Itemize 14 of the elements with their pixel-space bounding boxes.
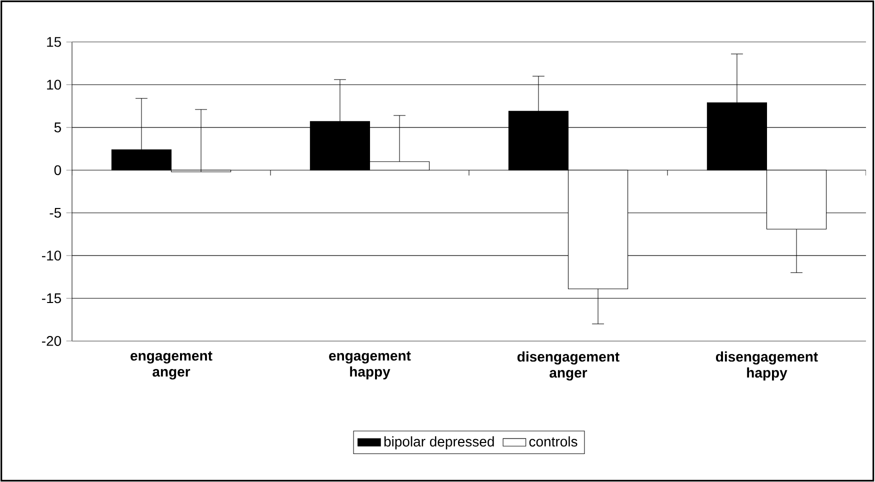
legend-label: bipolar depressed: [384, 436, 494, 450]
y-tick-label: 0: [54, 165, 62, 176]
legend-label: controls: [529, 436, 578, 447]
y-tick-label: 5: [54, 122, 62, 132]
x-tick-label: engagement anger: [130, 351, 212, 380]
y-tick-label: 15: [47, 37, 62, 47]
x-tick-label: engagement happy: [329, 351, 411, 380]
y-tick-label: -15: [42, 293, 62, 304]
x-tick-label: disengagement happy: [716, 351, 818, 380]
y-tick-label: -5: [50, 208, 62, 218]
y-tick-label: -20: [42, 336, 62, 346]
y-tick-label: 10: [47, 80, 62, 90]
x-tick-label: disengagement anger: [517, 351, 620, 381]
y-tick-label: -10: [42, 250, 62, 261]
